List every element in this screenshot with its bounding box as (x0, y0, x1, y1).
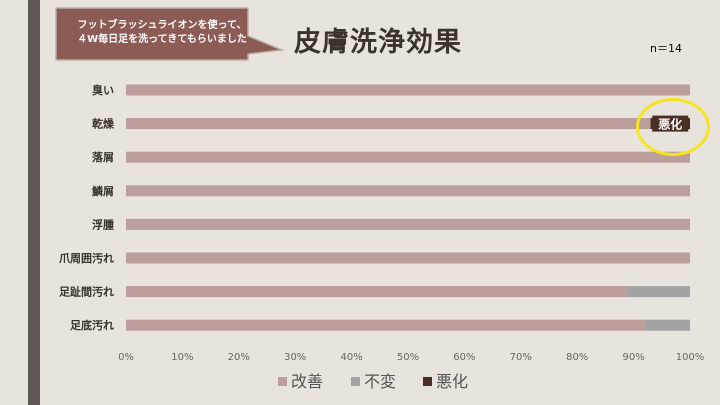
bar-segment (126, 118, 651, 130)
page-title: 皮膚洗浄効果 (294, 27, 462, 58)
left-accent-bar (28, 0, 40, 405)
x-tick-label: 50% (397, 352, 419, 363)
category-label: 臭い (92, 83, 114, 97)
legend-label: 悪化 (436, 372, 468, 391)
x-tick-label: 0% (118, 352, 134, 363)
callout-line-1: フットブラッシュライオンを使って、 (77, 20, 247, 31)
category-label: 足底汚れ (70, 318, 114, 332)
bar-segment (627, 286, 690, 298)
x-tick-label: 60% (453, 352, 475, 363)
x-tick-label: 20% (228, 352, 250, 363)
bar-segment (126, 151, 690, 163)
sample-size-label: n＝14 (650, 42, 682, 55)
callout-text: フットブラッシュライオンを使って、 ４W毎日足を洗ってきてもらいました (64, 19, 260, 47)
category-label: 浮腫 (92, 217, 114, 231)
bar-segment (126, 84, 690, 96)
bar-segment (126, 252, 690, 264)
callout-box (55, 7, 285, 61)
legend-swatch (423, 377, 432, 386)
bar-segment (126, 286, 628, 298)
x-tick-label: 90% (622, 352, 644, 363)
bar-segment (644, 319, 690, 331)
bar-segment (126, 218, 690, 230)
bar-segment (126, 319, 645, 331)
x-tick-label: 70% (510, 352, 532, 363)
category-label: 足趾間汚れ (59, 285, 114, 299)
x-tick-label: 80% (566, 352, 588, 363)
x-tick-label: 40% (340, 352, 362, 363)
legend-swatch (351, 377, 360, 386)
category-label: 爪周囲汚れ (59, 251, 114, 265)
x-tick-label: 10% (171, 352, 193, 363)
legend-swatch (278, 377, 287, 386)
category-label: 鱗屑 (91, 184, 114, 198)
bar-segment (126, 185, 690, 197)
callout-line-2: ４W毎日足を洗ってきてもらいました (77, 34, 247, 45)
legend-label: 改善 (291, 372, 323, 391)
x-tick-label: 100% (676, 352, 705, 363)
category-label: 落屑 (92, 150, 114, 164)
legend-label: 不変 (364, 372, 396, 391)
x-tick-label: 30% (284, 352, 306, 363)
highlight-circle (636, 98, 710, 156)
category-label: 乾燥 (92, 117, 115, 131)
